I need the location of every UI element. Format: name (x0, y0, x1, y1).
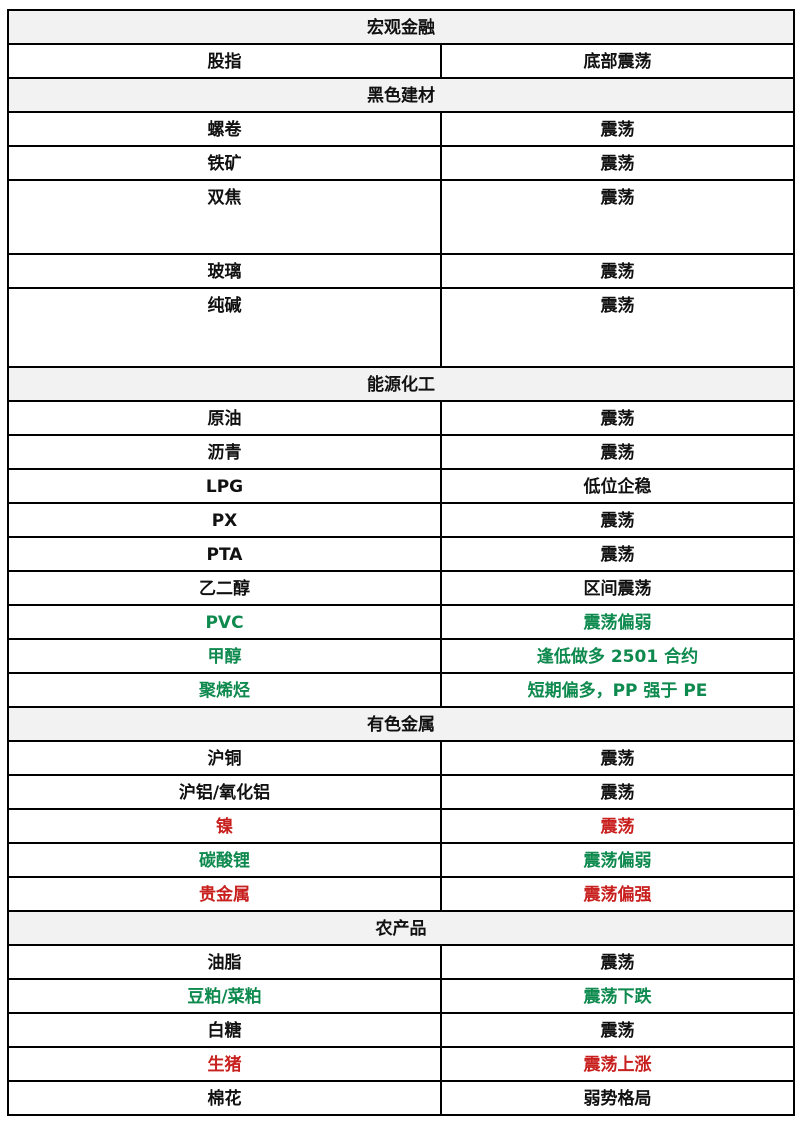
commodity-name: 聚烯烃 (7, 672, 442, 708)
commodity-name: 乙二醇 (7, 570, 442, 606)
commodity-name: 铁矿 (7, 145, 442, 181)
section-title: 宏观金融 (7, 9, 795, 45)
outlook-view: 震荡 (440, 179, 795, 255)
section-title: 有色金属 (7, 706, 795, 742)
outlook-view: 区间震荡 (440, 570, 795, 606)
commodity-name: 贵金属 (7, 876, 442, 912)
table-row: LPG 低位企稳 (7, 468, 795, 504)
section-header-row: 农产品 (7, 910, 795, 946)
outlook-view: 震荡 (440, 287, 795, 368)
table-row: 沪铝/氧化铝 震荡 (7, 774, 795, 810)
table-row: 甲醇 逢低做多 2501 合约 (7, 638, 795, 674)
section-header-row: 黑色建材 (7, 77, 795, 113)
outlook-view: 震荡 (440, 740, 795, 776)
commodity-name: 双焦 (7, 179, 442, 255)
commodity-name: 沪铝/氧化铝 (7, 774, 442, 810)
outlook-view: 低位企稳 (440, 468, 795, 504)
commodity-name: 螺卷 (7, 111, 442, 147)
outlook-view: 震荡 (440, 145, 795, 181)
outlook-view: 震荡上涨 (440, 1046, 795, 1082)
outlook-view: 底部震荡 (440, 43, 795, 79)
section-title: 黑色建材 (7, 77, 795, 113)
section-header-row: 有色金属 (7, 706, 795, 742)
commodity-name: PX (7, 502, 442, 538)
table-row: 白糖 震荡 (7, 1012, 795, 1048)
outlook-view: 震荡 (440, 400, 795, 436)
outlook-view: 震荡 (440, 253, 795, 289)
outlook-view: 震荡 (440, 502, 795, 538)
table-row: PX 震荡 (7, 502, 795, 538)
outlook-view: 震荡 (440, 1012, 795, 1048)
table-row: 贵金属 震荡偏强 (7, 876, 795, 912)
table-row: 股指 底部震荡 (7, 43, 795, 79)
table-row: 棉花 弱势格局 (7, 1080, 795, 1116)
table-row: 双焦 震荡 (7, 179, 795, 255)
outlook-view: 逢低做多 2501 合约 (440, 638, 795, 674)
commodity-name: 豆粕/菜粕 (7, 978, 442, 1014)
table-row: 玻璃 震荡 (7, 253, 795, 289)
commodity-name: 生猪 (7, 1046, 442, 1082)
outlook-view: 震荡偏强 (440, 876, 795, 912)
outlook-view: 弱势格局 (440, 1080, 795, 1116)
table-row: 镍震荡 (7, 808, 795, 844)
section-title: 农产品 (7, 910, 795, 946)
commodity-name: LPG (7, 468, 442, 504)
commodity-name: 碳酸锂 (7, 842, 442, 878)
table-row: 原油 震荡 (7, 400, 795, 436)
commodity-name: 沪铜 (7, 740, 442, 776)
table-row: 沥青 震荡 (7, 434, 795, 470)
table-row: 豆粕/菜粕 震荡下跌 (7, 978, 795, 1014)
commodity-name: 玻璃 (7, 253, 442, 289)
table-row: 沪铜 震荡 (7, 740, 795, 776)
commodity-name: 棉花 (7, 1080, 442, 1116)
commodity-name: 沥青 (7, 434, 442, 470)
commodity-name: 原油 (7, 400, 442, 436)
outlook-view: 震荡偏弱 (440, 604, 795, 640)
outlook-view: 震荡 (440, 944, 795, 980)
table-row: PVC 震荡偏弱 (7, 604, 795, 640)
commodity-name: 镍 (7, 808, 442, 844)
outlook-view: 震荡 (440, 111, 795, 147)
section-header-row: 能源化工 (7, 366, 795, 402)
table-row: 生猪 震荡上涨 (7, 1046, 795, 1082)
outlook-view: 震荡下跌 (440, 978, 795, 1014)
commodity-outlook-table: 宏观金融 股指 底部震荡 黑色建材 螺卷 震荡 铁矿 震荡 双焦 震荡 玻璃 震荡 纯碱 震荡 能源化工 原油… (7, 9, 795, 1116)
table-row: 碳酸锂 震荡偏弱 (7, 842, 795, 878)
commodity-name: 纯碱 (7, 287, 442, 368)
commodity-name: 股指 (7, 43, 442, 79)
commodity-name: 油脂 (7, 944, 442, 980)
table-row: 乙二醇 区间震荡 (7, 570, 795, 606)
table-row: PTA 震荡 (7, 536, 795, 572)
outlook-view: 震荡 (440, 434, 795, 470)
outlook-view: 震荡 (440, 536, 795, 572)
outlook-view: 短期偏多，PP 强于 PE (440, 672, 795, 708)
section-header-row: 宏观金融 (7, 9, 795, 45)
table-row: 纯碱 震荡 (7, 287, 795, 368)
table-row: 螺卷 震荡 (7, 111, 795, 147)
outlook-view: 震荡偏弱 (440, 842, 795, 878)
commodity-name: PTA (7, 536, 442, 572)
commodity-name: PVC (7, 604, 442, 640)
outlook-view: 震荡 (440, 774, 795, 810)
table-row: 铁矿 震荡 (7, 145, 795, 181)
commodity-name: 白糖 (7, 1012, 442, 1048)
section-title: 能源化工 (7, 366, 795, 402)
commodity-name: 甲醇 (7, 638, 442, 674)
outlook-view: 震荡 (440, 808, 795, 844)
table-row: 油脂 震荡 (7, 944, 795, 980)
table-row: 聚烯烃 短期偏多，PP 强于 PE (7, 672, 795, 708)
